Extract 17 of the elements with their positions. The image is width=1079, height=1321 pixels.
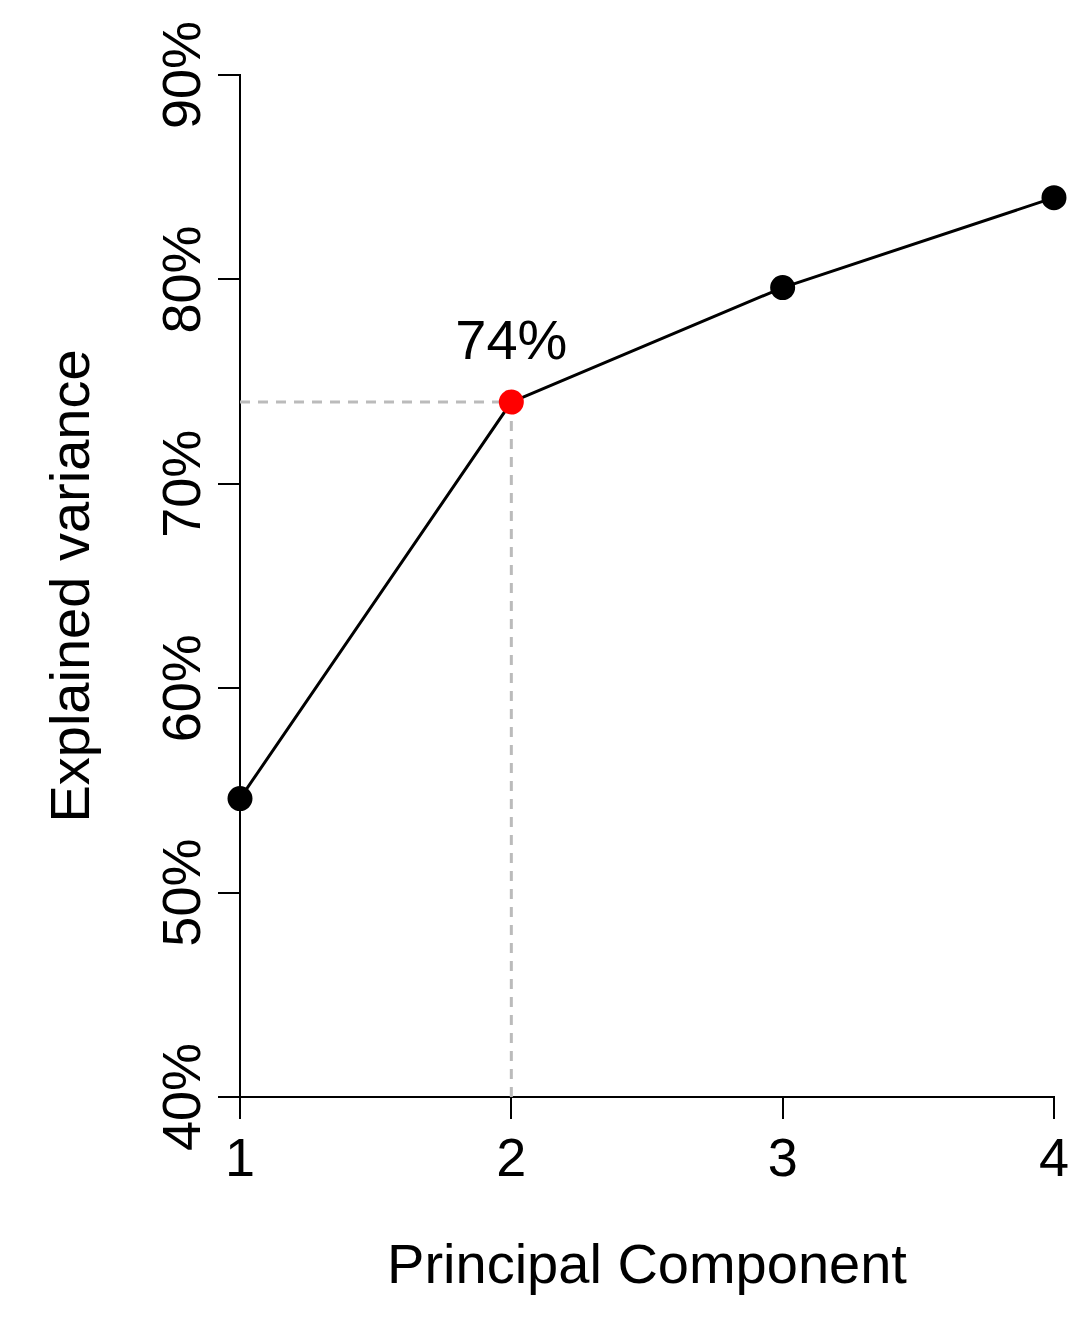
y-tick-label: 90%: [150, 20, 211, 130]
y-tick-label: 80%: [150, 225, 211, 334]
annotation: 74%: [455, 308, 568, 372]
y-tick-label: 70%: [150, 429, 211, 538]
y-tick-label: 40%: [150, 1042, 211, 1152]
x-tick-label: 4: [1038, 1127, 1070, 1188]
x-axis-title: Principal Component: [387, 1231, 908, 1295]
point: [227, 786, 253, 812]
x-tick-label: 2: [496, 1127, 527, 1188]
x-tick-label: 1: [224, 1127, 256, 1188]
point: [498, 389, 524, 415]
point: [1041, 185, 1067, 211]
y-tick-label: 50%: [150, 838, 211, 947]
y-axis-title: Explained variance: [38, 349, 102, 823]
point: [770, 275, 796, 301]
y-tick-label: 60%: [150, 634, 211, 743]
x-tick-label: 3: [767, 1127, 798, 1188]
